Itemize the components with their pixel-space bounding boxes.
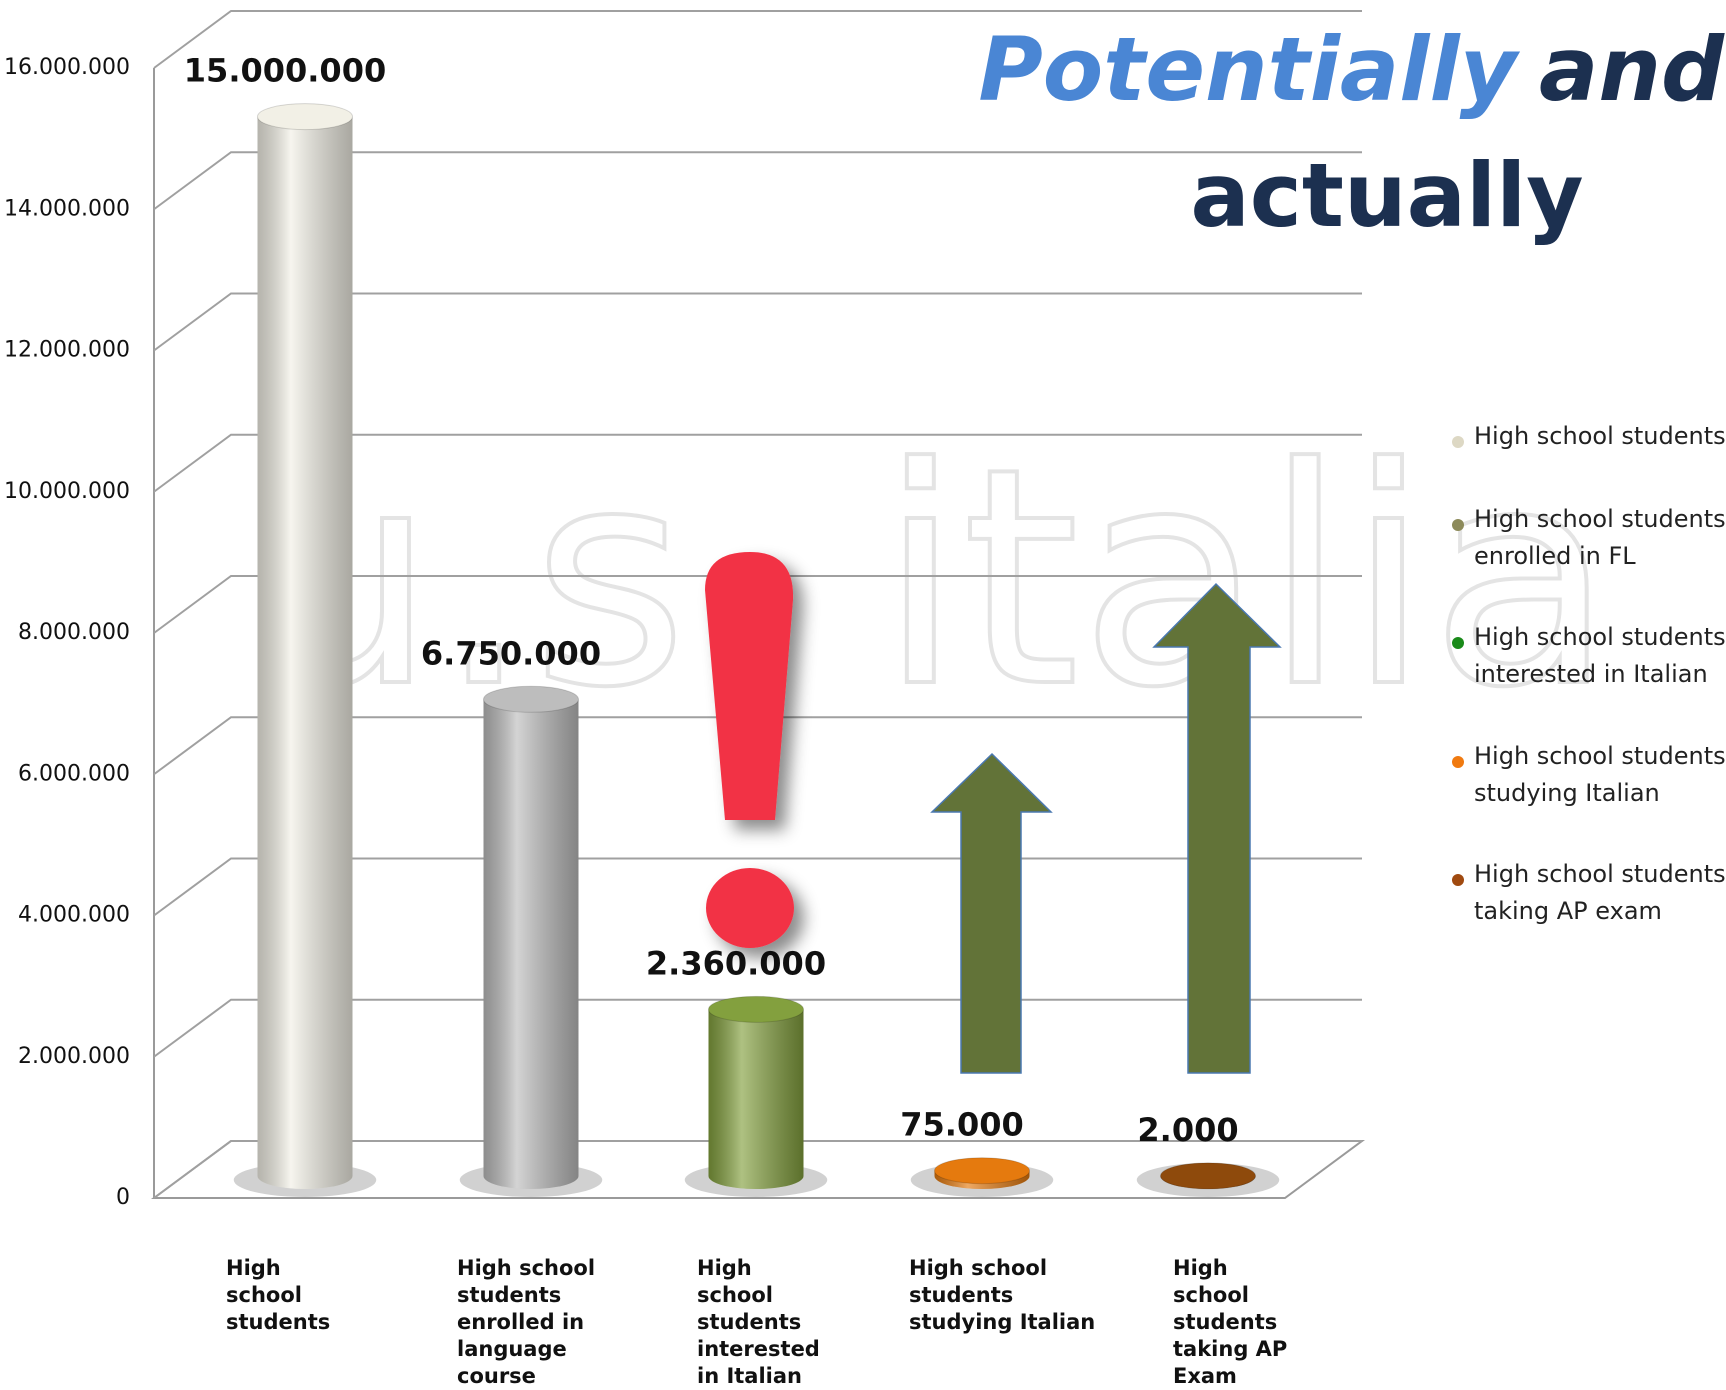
title-part: Potentially [978,18,1520,121]
y-tick-label: 8.000.000 [18,620,130,645]
legend-marker [1452,436,1464,448]
legend-label: High school students taking AP exam [1474,860,1726,925]
bar-top [934,1157,1030,1185]
title-part: and [1539,18,1725,121]
grid-line [153,151,1362,211]
y-tick-label: 14.000.000 [4,196,130,221]
grid-line [153,433,1362,493]
bar-shade [708,1009,804,1189]
data-label: 75.000 [900,1106,1023,1144]
bar-top [708,995,804,1023]
legend-label: High school students enrolled in FL [1474,505,1726,570]
y-tick-label: 6.000.000 [18,761,130,786]
chart-title: Potentially and [978,18,1725,121]
x-tick-label: High school students enrolled in languag… [457,1256,596,1388]
bars: 15.000.000 6.750.000 2.360.000 75.000 2.000 [184,52,1280,1197]
legend-marker [1452,637,1464,649]
bar [483,685,579,1189]
y-tick-label: 16.000.000 [4,55,130,80]
arrow [930,752,1053,1074]
legend-marker [1452,519,1464,531]
y-tick-label: 4.000.000 [18,903,130,928]
legend-label: High school students interested in Itali… [1474,623,1726,688]
bar-top [257,103,353,131]
chart-title: actually [1190,144,1583,247]
bar [257,103,353,1189]
watermark: u.s. italia [246,404,1614,753]
legend-label: High school students studying Italian [1474,742,1726,807]
x-tick-label: High school students [226,1256,331,1334]
x-tick-label: High school students taking AP Exam [1173,1256,1288,1388]
grid-line [153,10,1362,69]
data-label: 2.360.000 [646,944,826,982]
grid-line [153,575,1362,634]
arrow [1152,582,1282,1074]
y-tick-label: 12.000.000 [4,338,130,363]
legend-marker [1452,756,1464,768]
legend-marker [1452,874,1464,886]
bar [708,995,804,1189]
legend-label: High school students [1474,422,1726,450]
y-tick-label: 2.000.000 [18,1044,130,1069]
exclamation-dot [706,868,794,948]
data-label: 6.750.000 [421,634,601,672]
x-tick-label: High school students studying Italian [909,1256,1096,1334]
grid-line [153,1140,1362,1199]
bar-shade [483,699,579,1189]
bar [1160,1162,1256,1190]
y-tick-label: 10.000.000 [4,479,130,504]
x-tick-label: High school students interested in Itali… [697,1256,820,1388]
bar [934,1157,1030,1189]
grid-line [153,716,1362,776]
y-tick-label: 0 [116,1185,130,1210]
exclamation-bar [705,552,794,820]
bar-top [483,685,579,713]
exclamation [705,552,794,948]
data-label: 2.000 [1137,1111,1238,1149]
bar-top [1160,1162,1256,1190]
bar-shade [257,116,353,1189]
data-label: 15.000.000 [184,52,386,90]
grid-line [153,292,1362,352]
